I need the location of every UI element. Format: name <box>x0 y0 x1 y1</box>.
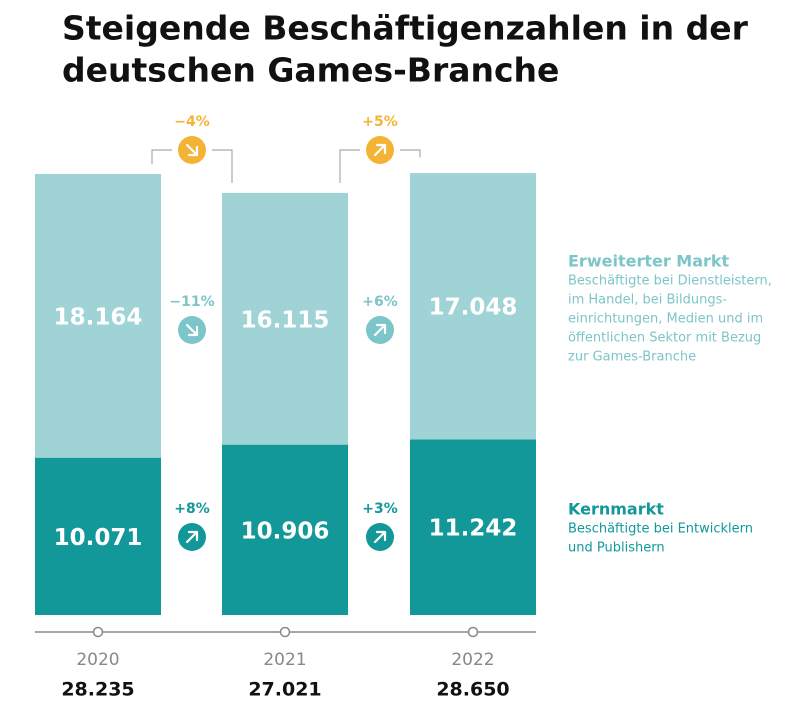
change-label: +8% <box>174 501 210 517</box>
change-arrow <box>185 530 199 544</box>
bracket <box>151 149 233 183</box>
axis-dot <box>279 626 291 638</box>
value-label: 10.906 <box>241 518 330 544</box>
bar-segment <box>222 192 348 445</box>
bar-segment <box>35 457 161 615</box>
change-arrow <box>373 323 387 337</box>
bar-segment <box>410 439 536 615</box>
axis-dot <box>92 626 104 638</box>
change-label: +6% <box>362 294 398 310</box>
bar-segment <box>35 173 161 458</box>
legend-title: Kernmarkt <box>568 500 664 519</box>
bar-segment <box>410 173 536 440</box>
legend-description: Beschäftigte bei Dienstleistern, <box>568 274 772 289</box>
change-arrow <box>185 143 199 157</box>
change-label: −11% <box>169 294 214 310</box>
change-arrow <box>373 143 387 157</box>
legend-title: Erweiterter Markt <box>568 252 730 271</box>
total-label: 28.650 <box>436 679 509 701</box>
chart-title: deutschen Games-Branche <box>62 51 559 90</box>
change-label: +5% <box>362 114 398 130</box>
legend-description: einrichtungen, Medien und im <box>568 312 763 327</box>
change-label: −4% <box>174 114 210 130</box>
legend-description: und Publishern <box>568 541 665 556</box>
legend-description: Beschäftigte bei Entwicklern <box>568 522 753 537</box>
value-label: 11.242 <box>429 516 518 542</box>
legend-description: zur Games-Branche <box>568 350 696 365</box>
legend-description: im Handel, bei Bildungs- <box>568 293 727 308</box>
change-arrow <box>185 323 199 337</box>
total-label: 27.021 <box>248 679 321 701</box>
change-arrow <box>373 530 387 544</box>
x-tick-label: 2020 <box>76 650 119 670</box>
x-tick-label: 2021 <box>263 650 306 670</box>
legend-description: öffentlichen Sektor mit Bezug <box>568 331 761 346</box>
bar-segment <box>222 444 348 615</box>
total-label: 28.235 <box>61 679 134 701</box>
x-tick-label: 2022 <box>451 650 494 670</box>
bracket <box>339 149 421 183</box>
change-label: +3% <box>362 501 398 517</box>
axis-dot <box>467 626 479 638</box>
value-label: 17.048 <box>429 295 518 321</box>
value-label: 18.164 <box>54 304 143 330</box>
chart-title: Steigende Beschäftigenzahlen in der <box>62 9 749 48</box>
value-label: 16.115 <box>241 307 330 333</box>
value-label: 10.071 <box>54 525 143 551</box>
